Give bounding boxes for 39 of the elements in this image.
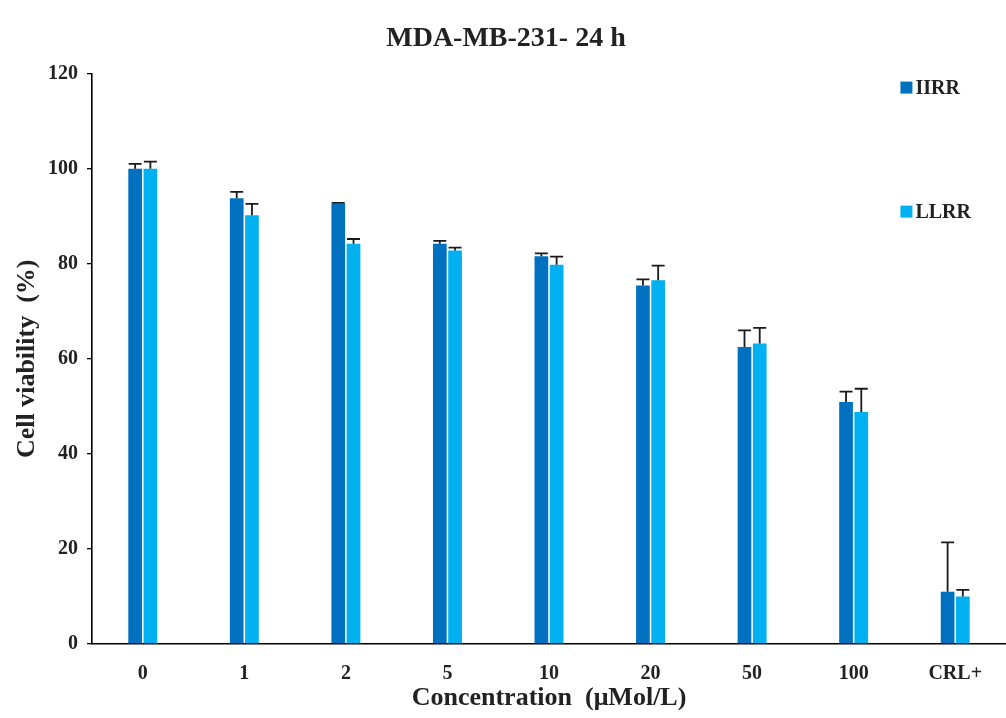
bar	[940, 591, 955, 644]
y-tick-label: 60	[58, 345, 78, 368]
bar	[143, 168, 158, 644]
bar	[854, 412, 869, 644]
y-tick-label: 0	[68, 631, 78, 654]
bar	[636, 285, 650, 644]
chart-title: MDA-MB-231- 24 h	[386, 21, 627, 53]
bar	[737, 346, 752, 644]
bar	[331, 203, 346, 644]
bar	[245, 215, 259, 644]
x-tick-label: 100	[838, 661, 869, 684]
y-tick-label: 80	[58, 250, 78, 273]
x-tick-label: 2	[340, 661, 351, 684]
bar	[839, 402, 853, 644]
bar	[955, 596, 970, 644]
legend-label: IIRR	[915, 75, 961, 98]
bar	[229, 198, 244, 644]
x-tick-label: 0	[137, 661, 148, 684]
x-tick-label: 10	[539, 661, 559, 684]
x-tick-label: 5	[442, 661, 453, 684]
y-axis-title: Cell viability (%)	[11, 259, 41, 459]
x-tick-label: 20	[640, 661, 661, 684]
x-tick-label: 50	[742, 661, 763, 684]
y-tick-label: 120	[48, 60, 78, 83]
bar	[651, 280, 666, 644]
x-axis-title: Concentration (μMol/L)	[411, 682, 687, 712]
bar	[549, 264, 564, 644]
bar	[128, 168, 143, 644]
bar	[346, 243, 361, 644]
x-tick-label: 1	[239, 661, 250, 684]
y-tick-label: 40	[58, 441, 78, 464]
y-tick-label: 100	[48, 155, 78, 178]
bar	[534, 256, 549, 644]
legend-label: LLRR	[915, 199, 972, 222]
bar	[752, 343, 767, 644]
bar	[448, 250, 462, 644]
y-tick-label: 20	[58, 536, 78, 559]
x-tick-label: CRL+	[928, 661, 983, 684]
bar	[432, 243, 447, 644]
